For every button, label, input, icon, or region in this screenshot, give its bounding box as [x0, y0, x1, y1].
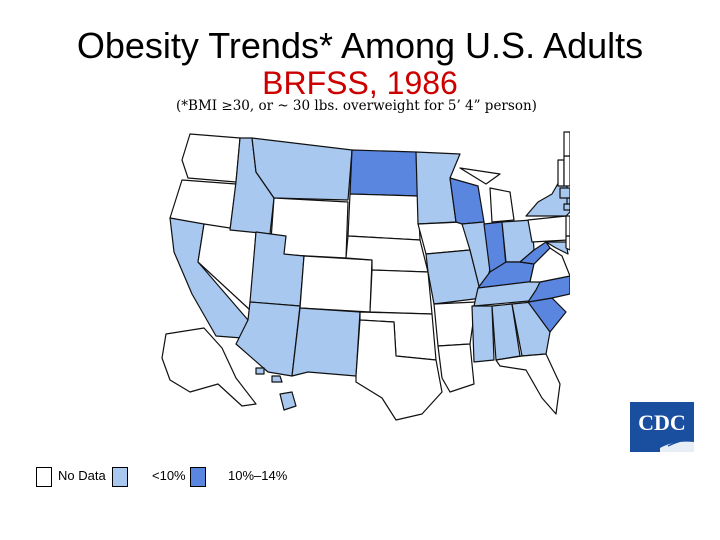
legend-swatch: [190, 467, 206, 487]
state-MD: [545, 241, 569, 255]
state-SD: [347, 193, 421, 241]
state-MA: [559, 187, 570, 199]
state-IA: [417, 221, 471, 255]
state-MT: [251, 137, 353, 201]
state-MO: [425, 249, 483, 305]
state-WV: [519, 241, 551, 265]
us-states-map: [161, 131, 570, 421]
state-AR: [433, 301, 477, 347]
state-WI: [449, 177, 485, 225]
state-RI: [566, 197, 570, 205]
state-PA: [527, 215, 569, 243]
state-DE: [565, 235, 570, 251]
state-NC: [527, 275, 570, 303]
state-CT: [563, 203, 570, 211]
state-KS: [369, 269, 433, 315]
legend-label: 10%–14%: [228, 468, 288, 483]
cdc-logo: CDC: [630, 402, 694, 452]
state-NM: [291, 307, 361, 377]
legend-swatch: [36, 467, 52, 487]
state-WA: [181, 133, 241, 183]
state-LA: [437, 343, 475, 393]
state-AZ: [235, 301, 301, 377]
legend-swatch: [112, 467, 128, 487]
state-MI: [459, 167, 515, 223]
state-FL: [495, 353, 561, 415]
state-ME: [563, 131, 570, 157]
state-CO: [299, 255, 373, 313]
legend-label: <10%: [152, 468, 186, 483]
state-AK: [161, 327, 257, 407]
slide-subtitle: BRFSS, 1986: [262, 65, 458, 101]
slide-title: Obesity Trends* Among U.S. Adults: [76, 25, 644, 66]
state-NJ: [565, 215, 570, 237]
state-ND: [349, 149, 419, 197]
state-MS: [471, 305, 495, 363]
bmi-note: (*BMI ≥30, or ~ 30 lbs. overweight for 5…: [174, 98, 539, 114]
state-NH: [563, 155, 570, 187]
legend-label: No Data: [58, 468, 106, 483]
state-HI: [255, 367, 297, 411]
state-TX: [355, 319, 443, 421]
state-VT: [557, 159, 565, 187]
cdc-logo-text: CDC: [638, 410, 686, 435]
